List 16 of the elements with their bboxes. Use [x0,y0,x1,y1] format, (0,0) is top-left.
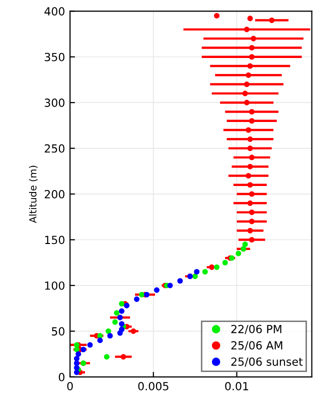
x-tick-label: 0.005 [138,382,168,390]
legend-label: 25/06 sunset [231,357,303,367]
legend-label: 25/06 AM [231,341,282,350]
legend-label: 22/06 PM [231,324,282,334]
x-tick-label: 0 [67,382,73,390]
y-axis-title: Altitude (m) [28,166,38,224]
y-tick-label: 200 [44,190,64,198]
y-tick-label: 250 [44,144,64,153]
y-tick-label: 50 [52,327,64,336]
y-tick-label: 0 [58,372,64,382]
x-tick-label: 0.01 [225,382,248,390]
y-tick-label: 350 [44,52,64,62]
y-tick-label: 300 [44,98,64,107]
y-tick-label: 100 [45,281,64,290]
y-tick-label: 150 [45,236,64,244]
y-tick-label: 400 [44,7,64,16]
